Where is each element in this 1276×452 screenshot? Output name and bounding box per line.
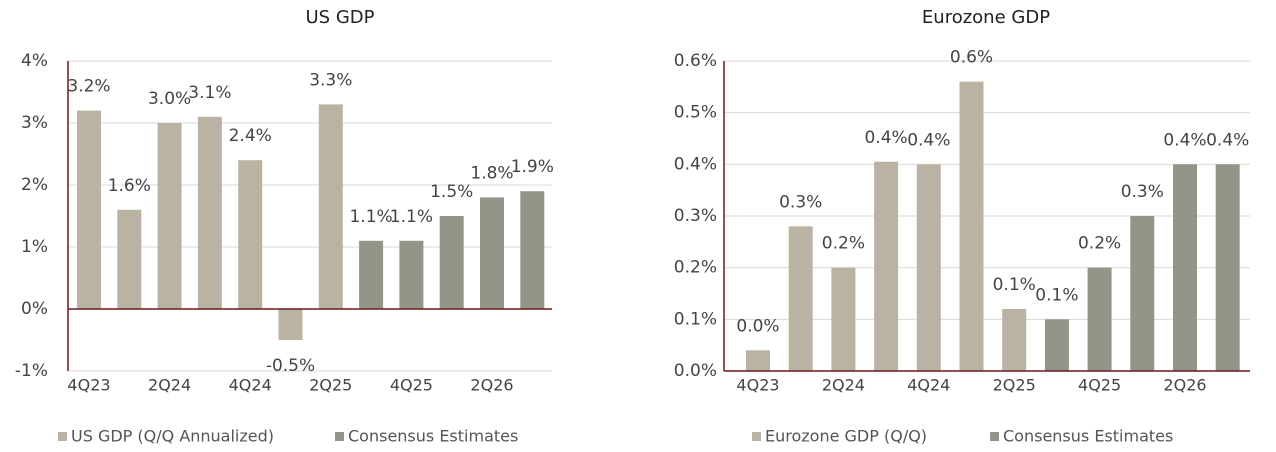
x-tick-label: 4Q24: [907, 376, 950, 395]
x-tick-label: 2Q24: [148, 376, 191, 395]
y-tick-label: 4%: [21, 51, 48, 71]
x-tick-label: 2Q25: [993, 376, 1036, 395]
bar: [359, 240, 384, 309]
bar: [77, 110, 101, 309]
data-label: 0.4%: [864, 128, 907, 148]
legend-label: Consensus Estimates: [1003, 427, 1173, 446]
x-tick-label: 2Q26: [1163, 376, 1206, 395]
bar: [1002, 309, 1027, 371]
bar: [1173, 164, 1197, 371]
y-tick-label: 3%: [21, 113, 48, 133]
y-tick-label: 2%: [21, 175, 48, 195]
bar: [278, 309, 303, 340]
x-tick-label: 4Q24: [229, 376, 272, 395]
data-label: 0.4%: [1206, 130, 1249, 150]
legend-swatch: [335, 432, 344, 441]
bar: [746, 350, 770, 371]
data-label: 3.3%: [309, 70, 352, 90]
data-label: 1.8%: [470, 163, 513, 183]
x-tick-label: 4Q25: [1078, 376, 1121, 395]
data-label: 1.9%: [511, 157, 554, 177]
bar: [1215, 164, 1240, 371]
legend-label: Consensus Estimates: [348, 427, 518, 446]
y-tick-label: 0%: [21, 299, 48, 319]
bar: [197, 116, 222, 309]
y-tick-label: 0.5%: [674, 103, 717, 123]
bar: [831, 267, 856, 371]
data-label: 0.0%: [736, 316, 779, 336]
bar: [788, 226, 813, 371]
data-label: 0.3%: [1121, 182, 1164, 202]
data-label: 3.0%: [148, 89, 191, 109]
x-tick-label: 2Q24: [822, 376, 865, 395]
data-label: -0.5%: [266, 356, 315, 376]
x-tick-label: 4Q23: [67, 376, 110, 395]
bar: [318, 104, 343, 310]
legend-swatch: [752, 432, 761, 441]
legend-label: Eurozone GDP (Q/Q): [765, 427, 927, 446]
data-label: 0.4%: [907, 130, 950, 150]
x-tick-label: 2Q26: [470, 376, 513, 395]
y-tick-label: 0.2%: [674, 258, 717, 278]
y-tick-label: 0.4%: [674, 154, 717, 174]
data-label: 0.1%: [1035, 285, 1078, 305]
legend-label: US GDP (Q/Q Annualized): [71, 427, 274, 446]
bar: [916, 164, 941, 371]
data-label: 3.2%: [67, 77, 110, 97]
bar: [520, 191, 545, 309]
data-label: 2.4%: [229, 126, 272, 146]
bar: [399, 240, 424, 309]
data-label: 1.1%: [390, 207, 433, 227]
legend-swatch: [990, 432, 999, 441]
y-tick-label: 1%: [21, 237, 48, 257]
data-label: 0.1%: [993, 275, 1036, 295]
x-tick-label: 4Q23: [736, 376, 779, 395]
y-tick-label: 0.3%: [674, 206, 717, 226]
bar: [439, 216, 464, 309]
data-label: 0.4%: [1163, 130, 1206, 150]
bar: [874, 161, 899, 371]
bar: [480, 197, 504, 309]
data-label: 1.1%: [349, 207, 392, 227]
data-label: 1.6%: [108, 176, 151, 196]
x-tick-label: 2Q25: [309, 376, 352, 395]
chart-title: US GDP: [306, 7, 375, 28]
bar: [238, 160, 263, 309]
data-label: 1.5%: [430, 182, 473, 202]
chart-title: Eurozone GDP: [922, 7, 1050, 28]
bar: [1044, 319, 1069, 371]
y-tick-label: 0.1%: [674, 309, 717, 329]
y-tick-label: 0.6%: [674, 51, 717, 71]
bar: [157, 123, 182, 309]
y-tick-label: 0.0%: [674, 361, 717, 381]
bar: [1087, 267, 1112, 371]
data-label: 0.6%: [950, 48, 993, 68]
data-label: 3.1%: [188, 83, 231, 103]
bar: [959, 81, 984, 372]
data-label: 0.2%: [1078, 234, 1121, 254]
y-tick-label: -1%: [15, 361, 48, 381]
data-label: 0.2%: [822, 234, 865, 254]
data-label: 0.3%: [779, 192, 822, 212]
bar: [1130, 216, 1155, 371]
bar: [117, 209, 142, 309]
legend-swatch: [58, 432, 67, 441]
x-tick-label: 4Q25: [390, 376, 433, 395]
